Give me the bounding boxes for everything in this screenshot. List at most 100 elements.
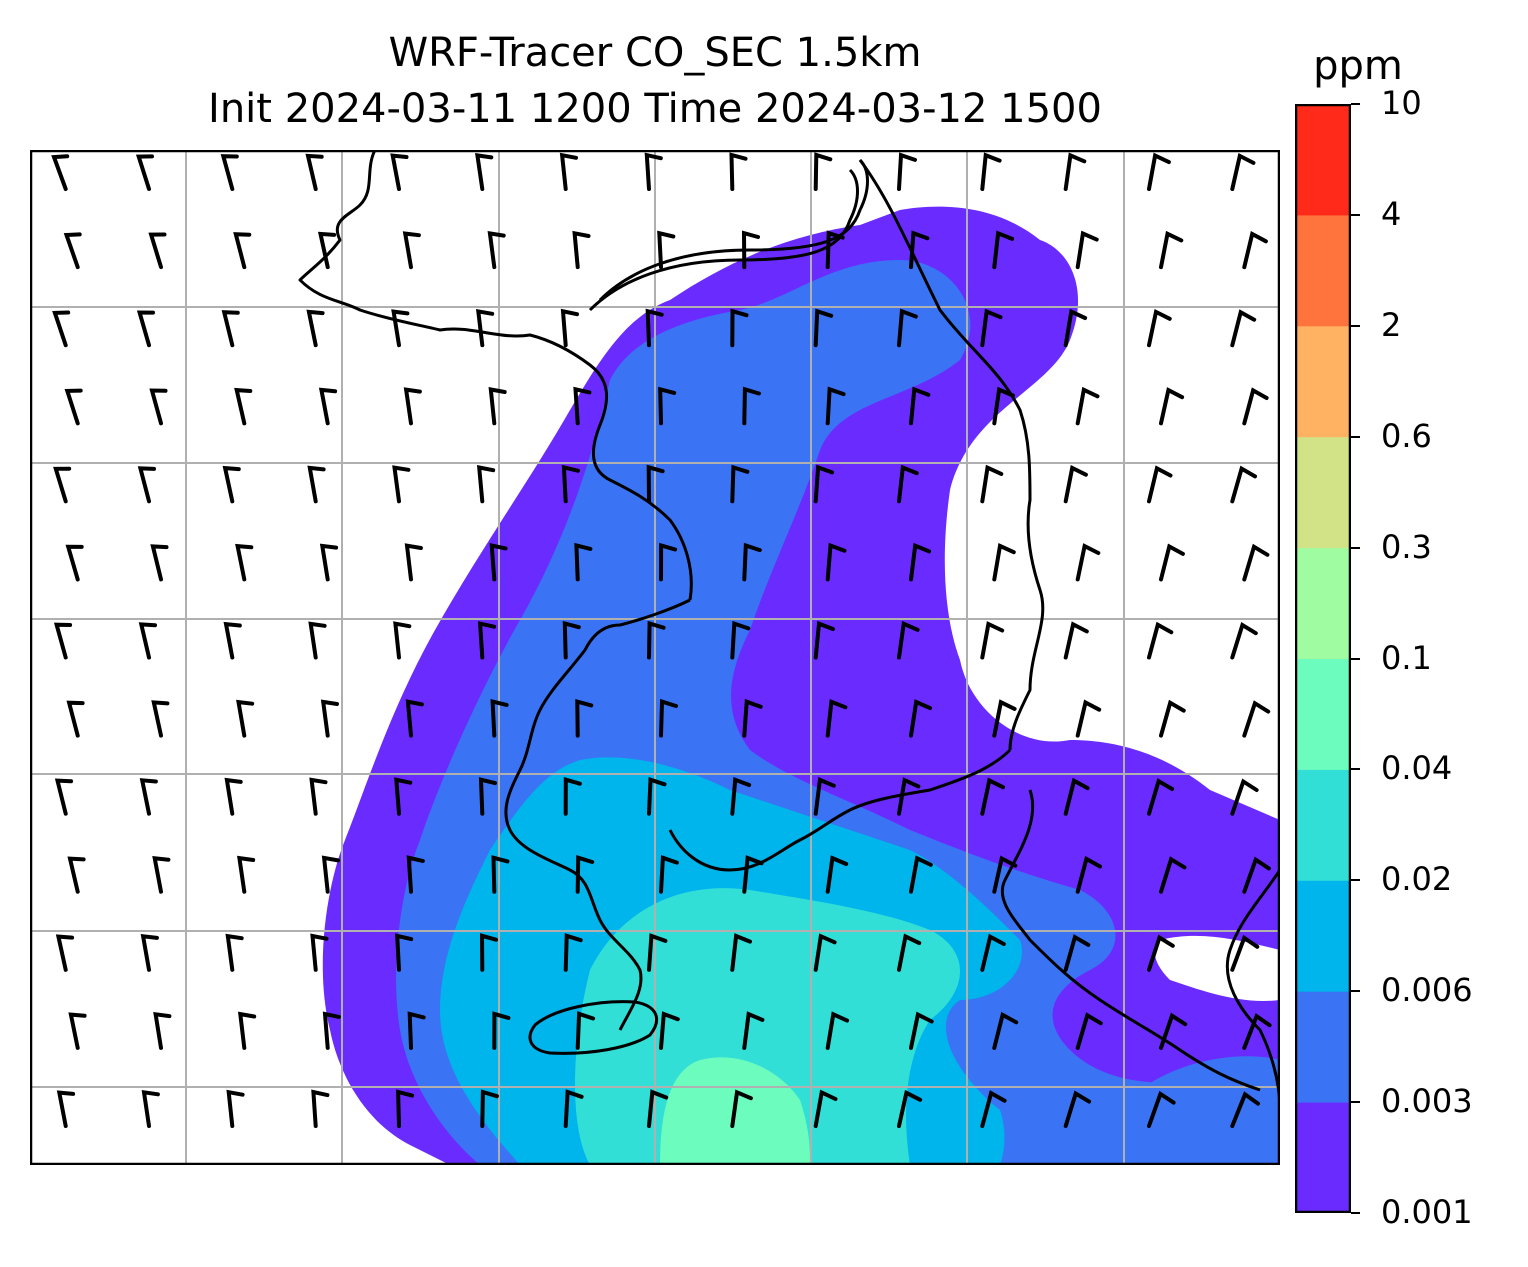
wind-barb [153, 1011, 172, 1050]
island-large [528, 1000, 659, 1055]
coastline-east [858, 159, 1045, 751]
coastline-bay-inner [588, 168, 859, 312]
wind-barb [237, 855, 256, 894]
wind-barb [475, 308, 495, 348]
wind-barb [742, 1011, 765, 1050]
wind-barb [992, 230, 1015, 270]
wind-barb [56, 1090, 76, 1128]
wind-barb [730, 464, 750, 504]
colorbar-tick-mark [1351, 1212, 1360, 1214]
colorbar-tick-label: 4 [1381, 194, 1402, 233]
wind-barb [992, 386, 1015, 426]
wind-barb [980, 308, 1003, 348]
wind-barb [476, 465, 496, 504]
colorbar-tick-mark [1351, 324, 1360, 327]
colorbar-tick-mark [1351, 990, 1360, 993]
wind-barb [64, 388, 83, 426]
wind-barb [224, 777, 243, 816]
wind-barb [909, 230, 930, 270]
wind-barb [1159, 1012, 1188, 1050]
wind-barb [909, 386, 931, 426]
colorbar-tick-label: 10 [1381, 84, 1422, 122]
colorbar-frame [1295, 104, 1351, 1213]
wind-barb [825, 855, 849, 894]
wind-barb [742, 386, 761, 426]
wind-barb [311, 1089, 330, 1128]
wind-barb [318, 387, 338, 426]
wind-barb [396, 1089, 415, 1128]
wind-barb [1063, 777, 1090, 816]
wind-barb [221, 310, 240, 348]
colorbar-tick-label: 0.02 [1381, 860, 1453, 899]
wind-barb [729, 152, 748, 191]
colorbar-band-9 [1295, 104, 1351, 216]
wind-barb [307, 465, 326, 504]
wind-barb [730, 308, 749, 348]
wind-barb [909, 542, 932, 582]
wind-barb [575, 698, 594, 738]
wind-barb [226, 1089, 245, 1128]
coastline-bay [598, 158, 869, 302]
wind-barb [1230, 778, 1259, 816]
wind-barb [575, 1011, 596, 1050]
wind-barb [233, 232, 252, 270]
wind-barb [320, 699, 339, 738]
wind-barb [406, 855, 425, 894]
wind-barb [563, 777, 582, 816]
wind-barb [237, 1011, 257, 1050]
wind-barb [235, 543, 254, 582]
wind-barb [813, 933, 837, 972]
wind-barb [1063, 152, 1087, 191]
wind-barb [136, 310, 155, 348]
wind-barb [574, 542, 593, 582]
wind-barb [730, 933, 752, 972]
colorbar-tick-mark [1351, 657, 1360, 660]
wind-barb [392, 465, 411, 504]
wind-barb [897, 933, 922, 972]
wind-barb [572, 230, 591, 270]
wind-barb [141, 1089, 160, 1128]
wind-barb [897, 152, 917, 191]
wind-barb [1063, 465, 1088, 504]
wind-barb [813, 1089, 838, 1128]
concentration-contours [322, 206, 1280, 1165]
wind-barb [68, 1012, 87, 1050]
wind-barb [1242, 231, 1268, 270]
wind-barb [1075, 230, 1099, 270]
wind-barb [980, 464, 1004, 504]
wind-barb [220, 154, 239, 191]
wind-barb [1159, 543, 1185, 582]
wind-barb [137, 466, 156, 504]
wind-barb [310, 933, 329, 972]
wind-barb [222, 465, 241, 504]
wind-barb [491, 855, 510, 894]
colorbar-tick-label: 0.04 [1381, 749, 1453, 788]
coastline-south-east [668, 748, 1012, 872]
colorbar-units: ppm [1313, 43, 1403, 89]
wind-barb [813, 152, 833, 191]
wind-barb [321, 855, 340, 894]
map-frame [30, 150, 1280, 1165]
wind-barb [659, 1011, 680, 1050]
colorbar-tick-label: 0.001 [1381, 1193, 1473, 1231]
colorbar-tick-label: 0.003 [1381, 1082, 1473, 1121]
wind-barb [53, 466, 72, 504]
wind-barb [897, 464, 919, 504]
wind-barb [135, 154, 154, 191]
wind-barb [897, 620, 920, 660]
map-title-line2: Init 2024-03-11 1200 Time 2024-03-12 150… [208, 86, 1102, 132]
wind-barb [479, 933, 498, 972]
wind-barb [403, 387, 422, 426]
wind-barb [659, 855, 679, 894]
wind-barb [562, 620, 581, 660]
wind-barb [405, 699, 424, 738]
colorbar-band-8 [1295, 214, 1351, 327]
contour-band-0-gap [1154, 935, 1280, 1001]
wind-barb [1159, 856, 1187, 894]
wind-barb [1159, 230, 1184, 270]
wind-barb [1159, 699, 1186, 738]
wind-barb [1063, 308, 1088, 348]
wind-barb [563, 1089, 584, 1128]
wind-barb [67, 856, 86, 894]
wind-barb [992, 1011, 1019, 1050]
